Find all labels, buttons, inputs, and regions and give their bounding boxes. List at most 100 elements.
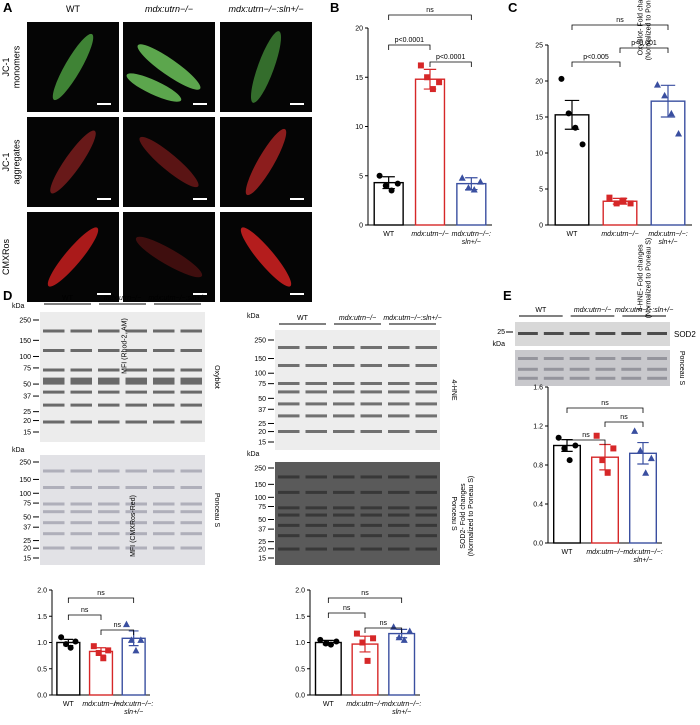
marker-label: 25 [258,421,266,428]
bar [414,78,446,226]
blot-band [180,420,202,424]
blot-label: Ponceau S [213,493,220,528]
blot-band [153,377,175,385]
text-line: JC-1 [1,152,11,171]
blot-band [621,357,642,360]
comparison-bracket [566,407,644,413]
y-tick-label: 0.0 [295,693,305,700]
blot-band [415,414,437,418]
column-label: mdx:utrn−/− [145,4,193,14]
blot-band [70,403,92,407]
blot-band [43,546,65,550]
blot-band [43,502,65,506]
group-label: WT [297,315,309,322]
data-point [58,634,65,641]
blot-band [415,430,437,433]
blot-band [333,547,355,551]
marker-label: 25 [258,539,266,546]
bar [650,100,686,226]
group-label: WT [535,307,547,314]
blot-band [125,502,147,506]
blot-band [70,502,92,506]
marker-label: 20 [258,429,266,436]
blot-band [125,329,147,333]
data-point [63,641,70,648]
data-point [364,657,371,664]
y-tick-label: 5 [359,173,363,180]
marker-label: 150 [254,482,266,489]
blot-band [518,332,538,335]
marker-label: 15 [258,440,266,447]
blot-band [569,367,590,371]
marker-label: 25 [23,409,31,416]
data-point [395,633,403,641]
blot-band [43,532,65,536]
blot-image [40,312,205,442]
marker-label: 150 [19,477,31,484]
cell [50,130,96,194]
blot-band [415,547,437,551]
group-label: mdx:utrn−/− [339,315,376,322]
data-point [388,187,395,194]
data-point [599,457,606,464]
blot-band [360,390,382,394]
text-line: mdx:utrn−/−: [382,701,421,708]
blot-band [388,490,410,494]
marker-label: 37 [23,394,31,401]
blot-band [543,367,564,371]
blot-band [153,420,175,424]
y-tick-label: 1.0 [37,640,47,647]
comparison-label: p<0.0001 [436,54,465,61]
text-line: mdx:utrn−/−: [452,231,491,238]
blot-band [278,382,300,385]
comparison-bracket [388,44,431,50]
data-point [604,469,611,476]
blot-band [333,402,355,406]
blot-band [415,513,437,517]
y-tick-label: 0.5 [37,666,47,673]
cell [245,128,287,196]
blot-band [415,506,437,510]
blot-band [180,368,202,372]
data-point [436,79,443,86]
text-line: aggregates [11,139,21,185]
group-label: mdx:utrn−/− [104,295,141,302]
comparison-label: ns [601,400,609,407]
group-label: mdx:utrn−/−:sln+/− [615,307,673,314]
blot-band [125,532,147,536]
comparison-bracket [388,14,472,20]
kda-label: kDa [247,451,260,458]
blot-band [125,390,147,394]
data-point [667,109,675,117]
blot-band [360,506,382,510]
comparison-bracket [571,24,669,30]
data-point [417,62,424,69]
blot-band [388,523,410,527]
blot-band [180,377,202,385]
y-tick-label: 2.0 [37,588,47,595]
blot-band [153,510,175,514]
x-tick-label: WT [63,701,75,708]
blot-band [333,475,355,479]
blot-band [98,390,120,394]
data-point [376,172,383,179]
y-tick-label: 20 [355,26,363,33]
comparison-bracket [327,597,403,603]
y-axis-label: MFI (Rhod-2, AM) [122,318,129,374]
bar [56,641,81,696]
y-tick-label: 15 [535,115,543,122]
blot-band [70,377,92,385]
y-tick-label: 1.5 [37,614,47,621]
marker-label: 100 [254,371,266,378]
marker-label: 150 [19,338,31,345]
data-point [653,81,661,88]
blot-band [180,532,202,536]
data-point [555,434,562,441]
blot-band [305,402,327,406]
blot-image [40,455,205,565]
cell [135,236,203,278]
y-tick-label: 10 [535,151,543,158]
marker-label: 250 [254,466,266,473]
blot-band [153,349,175,352]
blot-band [98,420,120,424]
